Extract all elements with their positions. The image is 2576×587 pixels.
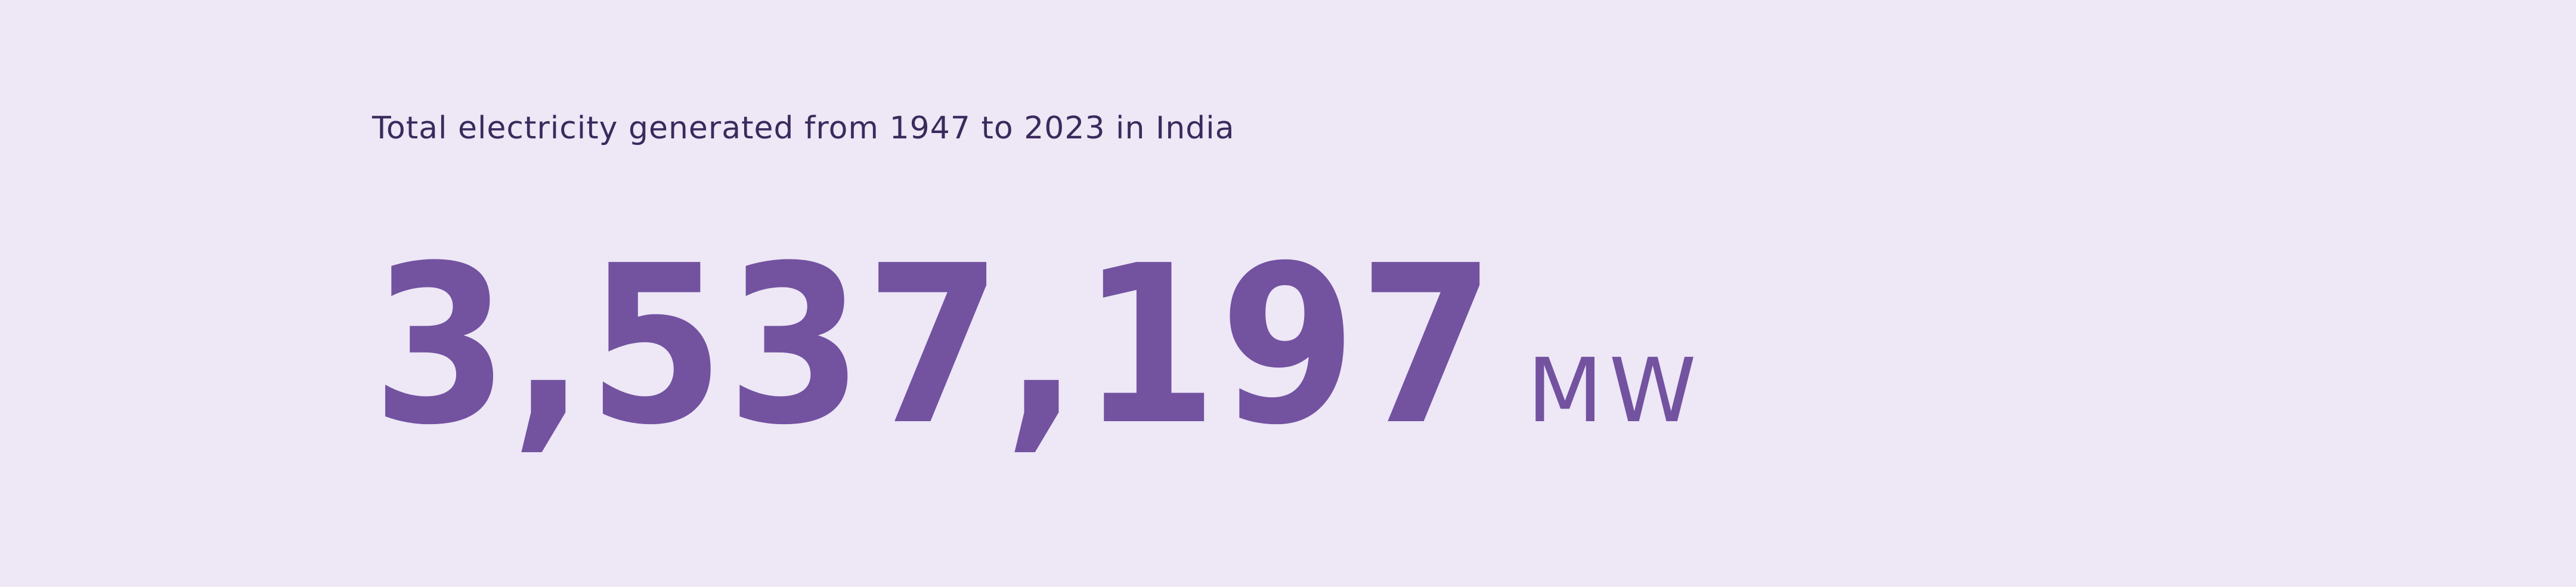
stat-value-row: 3,537,197 MW [372,219,1702,473]
stat-unit: MW [1527,339,1702,442]
stat-label: Total electricity generated from 1947 to… [372,110,1235,146]
stat-value: 3,537,197 [372,219,1498,473]
